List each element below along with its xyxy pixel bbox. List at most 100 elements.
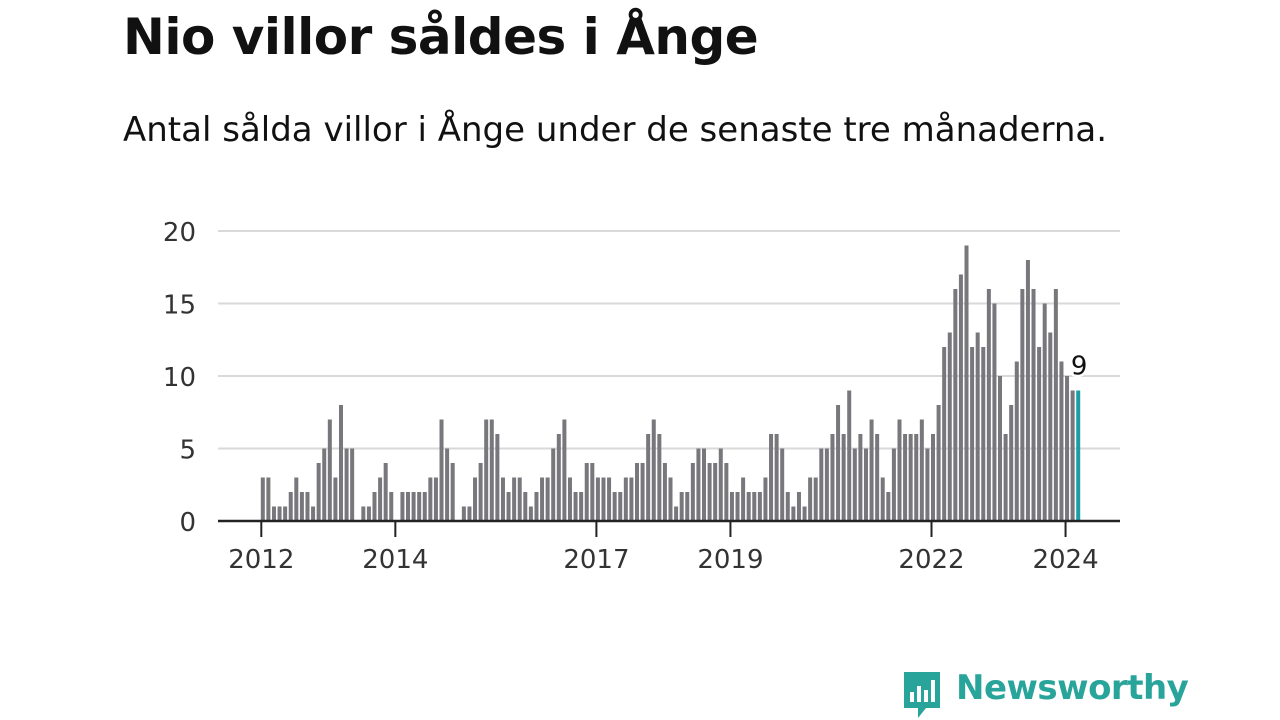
- bar: [785, 492, 790, 521]
- bar: [277, 506, 282, 521]
- bar: [316, 463, 321, 521]
- bar: [629, 477, 634, 521]
- bar: [769, 434, 774, 521]
- chart-title: Nio villor såldes i Ånge: [123, 8, 759, 66]
- bar: [540, 477, 545, 521]
- bar: [1048, 332, 1053, 521]
- bar: [863, 448, 868, 521]
- y-tick-label: 15: [163, 291, 196, 321]
- bar: [735, 492, 740, 521]
- bar: [852, 448, 857, 521]
- bar: [473, 477, 478, 521]
- bar: [903, 434, 908, 521]
- bar: [858, 434, 863, 521]
- bar: [433, 477, 438, 521]
- bar: [635, 463, 639, 521]
- bar: [1065, 376, 1070, 521]
- bar: [942, 347, 947, 521]
- bar: [361, 506, 366, 521]
- x-tick-label: 2012: [228, 545, 294, 575]
- bar: [657, 434, 662, 521]
- chart-subtitle: Antal sålda villor i Ånge under de senas…: [123, 110, 1108, 150]
- bar: [780, 448, 785, 521]
- bar: [992, 303, 997, 521]
- y-tick-label: 20: [163, 218, 196, 248]
- bar: [500, 477, 505, 521]
- bar-chart: 0 5 10 15 20 2012 2014 2017 2019 2022 2024 99: [163, 218, 1120, 575]
- bar: [674, 506, 679, 521]
- bar: [718, 448, 723, 521]
- bar: [478, 463, 483, 521]
- bar: [975, 332, 980, 521]
- bar: [702, 448, 707, 521]
- bar: [1009, 405, 1014, 521]
- bar: [908, 434, 913, 521]
- bar: [891, 448, 896, 521]
- bar: [953, 289, 958, 521]
- bar: [417, 492, 422, 521]
- bar: [958, 274, 963, 521]
- bar: [618, 492, 623, 521]
- bar: [981, 347, 986, 521]
- bar: [601, 477, 606, 521]
- bar: [489, 419, 494, 521]
- bar: [260, 477, 265, 521]
- bar: [517, 477, 522, 521]
- bar-series: [260, 245, 1081, 521]
- bar: [931, 434, 935, 521]
- bar: [506, 492, 511, 521]
- bar: [947, 332, 952, 521]
- bar: [998, 376, 1003, 521]
- bar: [327, 419, 332, 521]
- bar: [729, 492, 734, 521]
- bar: [294, 477, 299, 521]
- data-labels: 99: [1068, 349, 1090, 384]
- bar: [266, 477, 271, 521]
- x-tick-label: 2017: [563, 545, 629, 575]
- bar: [897, 419, 902, 521]
- bar: [299, 492, 304, 521]
- bar: [584, 463, 589, 521]
- bar: [400, 492, 405, 521]
- bar: [741, 477, 746, 521]
- bar: [651, 419, 656, 521]
- bar: [545, 477, 550, 521]
- bar: [679, 492, 684, 521]
- bar: [484, 419, 489, 521]
- bar: [763, 477, 768, 521]
- bar: [378, 477, 383, 521]
- x-tick-label: 2014: [362, 545, 428, 575]
- bar-chart-speech-bubble-icon: [904, 672, 940, 718]
- bar: [752, 492, 757, 521]
- bar: [450, 463, 455, 521]
- bar: [875, 434, 880, 521]
- bar: [366, 506, 371, 521]
- bar: [344, 448, 349, 521]
- bar: [551, 448, 556, 521]
- bar: [824, 448, 829, 521]
- bar: [445, 448, 450, 521]
- bar: [802, 506, 807, 521]
- bar: [964, 245, 969, 521]
- bar: [724, 463, 729, 521]
- bar: [495, 434, 500, 521]
- bar: [428, 477, 433, 521]
- bar: [406, 492, 411, 521]
- bar: [841, 434, 846, 521]
- brand-name: Newsworthy: [956, 668, 1189, 708]
- bar: [322, 448, 327, 521]
- bar: [305, 492, 310, 521]
- bar: [925, 448, 930, 521]
- bar: [696, 448, 701, 521]
- bar: [707, 463, 712, 521]
- bar: [528, 506, 533, 521]
- bar: [830, 434, 835, 521]
- bar: [936, 405, 941, 521]
- bar: [1059, 361, 1064, 521]
- bar: [579, 492, 584, 521]
- bar: [461, 506, 466, 521]
- bar: [350, 448, 355, 521]
- bar: [534, 492, 539, 521]
- bar: [422, 492, 427, 521]
- x-tick-label: 2019: [697, 545, 763, 575]
